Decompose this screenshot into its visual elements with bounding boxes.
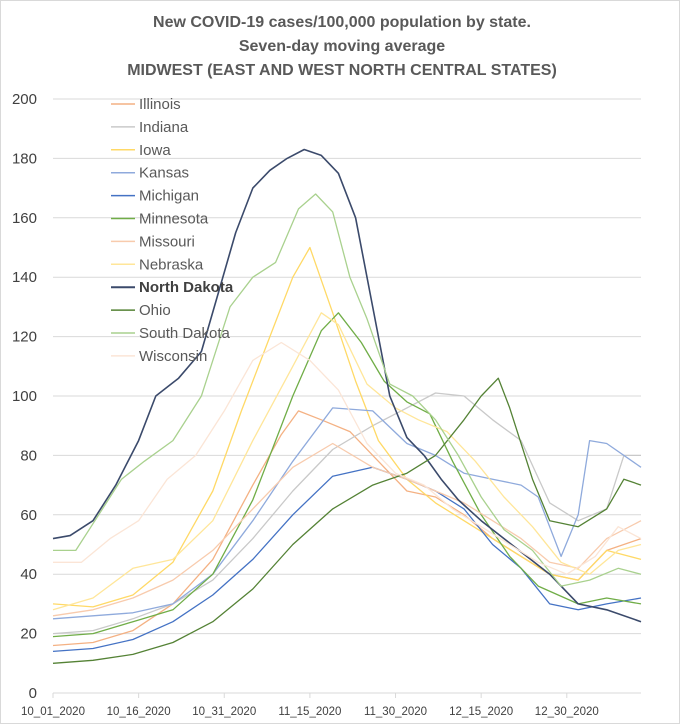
series-lines — [52, 148, 642, 664]
series-line-kansas — [52, 407, 642, 620]
chart-title-line-3: MIDWEST (EAST AND WEST NORTH CENTRAL STA… — [127, 62, 557, 79]
legend-item-illinois: Illinois — [139, 96, 181, 113]
x-tick-label: 12_15_2020 — [449, 706, 513, 718]
legend-item-wisconsin: Wisconsin — [139, 348, 207, 365]
y-axis-ticks: 0 20 40 60 80 100 120 140 160 180 200 — [12, 91, 37, 702]
legend-item-iowa: Iowa — [139, 142, 171, 159]
y-tick-label: 40 — [20, 566, 37, 583]
series-line-south-dakota — [53, 193, 642, 587]
legend-item-nebraska: Nebraska — [139, 256, 204, 273]
legend-item-missouri: Missouri — [139, 233, 195, 250]
series-line-wisconsin — [53, 341, 642, 575]
legend-item-kansas: Kansas — [139, 165, 189, 182]
series-line-iowa — [52, 246, 642, 608]
legend-item-michigan: Michigan — [139, 188, 199, 205]
x-tick-label: 10_16_2020 — [107, 706, 171, 718]
series-line-michigan — [52, 466, 642, 653]
series-line-indiana — [52, 392, 641, 635]
x-axis-ticks: 10_01_2020 10_16_2020 10_31_2020 11_15_2020… — [21, 693, 599, 718]
legend-item-indiana: Indiana — [139, 119, 189, 136]
y-tick-label: 160 — [12, 210, 37, 227]
legend-item-ohio: Ohio — [139, 302, 171, 319]
legend-item-south-dakota: South Dakota — [139, 325, 231, 342]
series-line-nebraska — [52, 312, 642, 611]
series-line-missouri — [52, 442, 642, 617]
y-tick-label: 120 — [12, 329, 37, 346]
legend-item-minnesota: Minnesota — [139, 211, 209, 228]
x-tick-label: 12_30_2020 — [535, 706, 599, 718]
x-tick-label: 10_01_2020 — [21, 706, 85, 718]
y-tick-label: 200 — [12, 91, 37, 108]
y-tick-label: 20 — [20, 626, 37, 643]
y-tick-label: 100 — [12, 388, 37, 405]
y-tick-label: 140 — [12, 269, 37, 286]
x-tick-label: 11_30_2020 — [364, 706, 427, 718]
y-tick-label: 60 — [20, 507, 37, 524]
legend-item-north-dakota: North Dakota — [139, 279, 234, 296]
y-tick-label: 80 — [20, 447, 37, 464]
chart-title-line-2: Seven-day moving average — [239, 38, 445, 55]
y-tick-label: 180 — [12, 150, 37, 167]
y-tick-label: 0 — [29, 685, 37, 702]
x-tick-label: 11_15_2020 — [278, 706, 341, 718]
chart-title: New COVID-19 cases/100,000 population by… — [127, 14, 557, 79]
series-line-ohio — [52, 377, 642, 664]
legend: Illinois Indiana Iowa Kansas Michigan Minneso… — [111, 96, 234, 365]
series-line-north-dakota — [52, 148, 642, 623]
x-tick-label: 10_31_2020 — [192, 706, 256, 718]
series-line-minnesota — [52, 312, 642, 638]
gridlines — [53, 98, 641, 635]
chart-title-line-1: New COVID-19 cases/100,000 population by… — [153, 14, 531, 31]
